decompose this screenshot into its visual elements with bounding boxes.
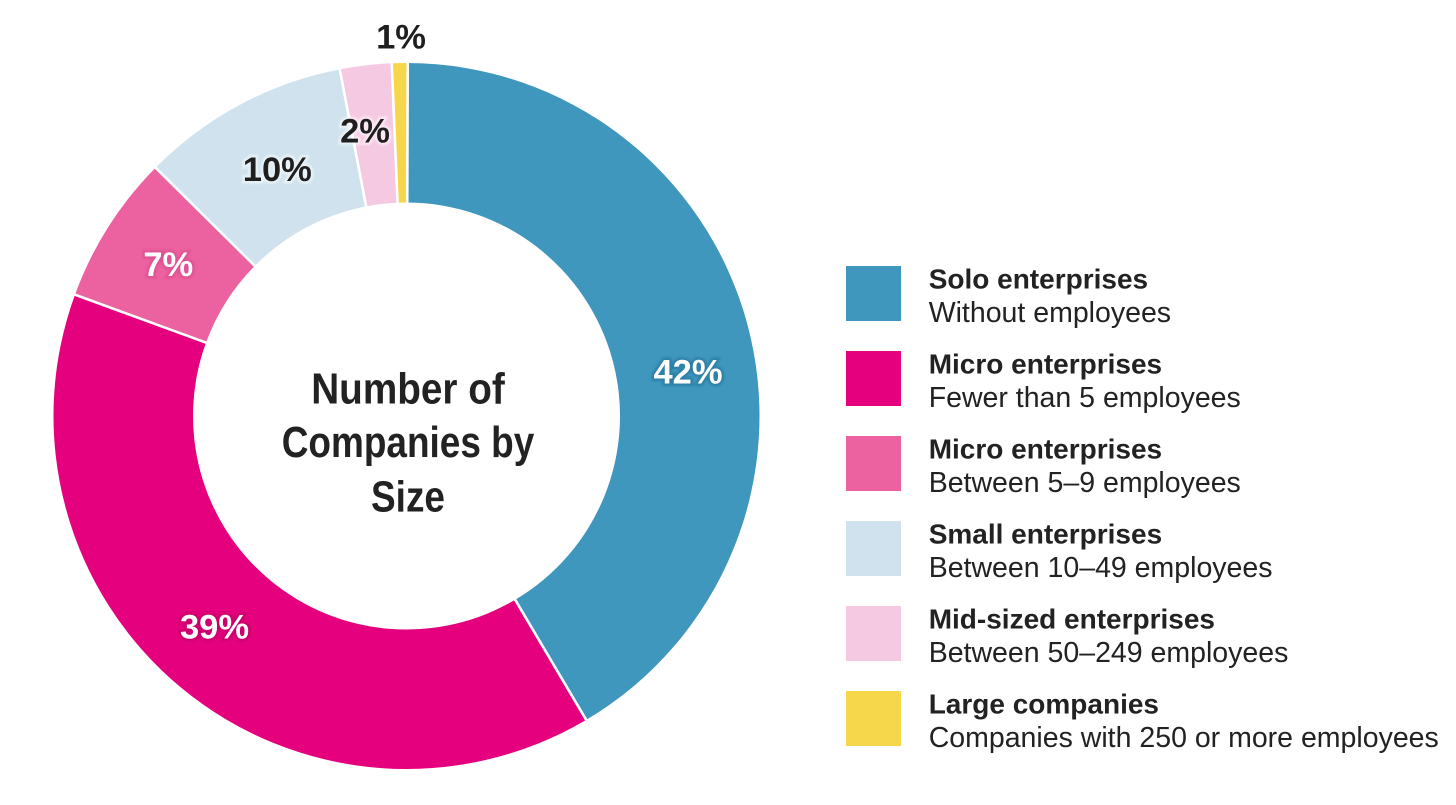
svg-text:Between 10–49 employees: Between 10–49 employees xyxy=(929,552,1273,584)
svg-text:Mid-sized enterprises: Mid-sized enterprises xyxy=(929,603,1215,634)
svg-text:39%: 39% xyxy=(180,608,249,646)
svg-text:39%: 39% xyxy=(180,608,249,646)
svg-text:Fewer than 5 employees: Fewer than 5 employees xyxy=(929,382,1241,414)
svg-text:2%: 2% xyxy=(340,113,390,151)
svg-text:1%: 1% xyxy=(376,18,426,56)
svg-text:Between 50–249 employees: Between 50–249 employees xyxy=(929,637,1289,669)
svg-text:2%: 2% xyxy=(340,113,390,151)
svg-text:Solo enterprises: Solo enterprises xyxy=(929,263,1148,294)
svg-text:Micro enterprises: Micro enterprises xyxy=(929,433,1162,464)
svg-text:Number of: Number of xyxy=(311,363,505,413)
svg-text:Companies by: Companies by xyxy=(282,417,535,467)
svg-text:Size: Size xyxy=(371,471,445,521)
svg-text:10%: 10% xyxy=(243,151,312,189)
svg-text:7%: 7% xyxy=(143,246,193,284)
svg-text:Between 5–9 employees: Between 5–9 employees xyxy=(929,467,1241,499)
svg-text:Companies with 250 or more emp: Companies with 250 or more employees xyxy=(929,722,1439,754)
svg-text:42%: 42% xyxy=(653,353,722,391)
svg-text:Large companies: Large companies xyxy=(929,688,1159,719)
svg-text:7%: 7% xyxy=(143,246,193,284)
svg-text:Micro enterprises: Micro enterprises xyxy=(929,348,1162,379)
svg-text:Small enterprises: Small enterprises xyxy=(929,518,1162,549)
svg-text:10%: 10% xyxy=(243,151,312,189)
svg-text:1%: 1% xyxy=(376,18,426,56)
svg-text:42%: 42% xyxy=(653,353,722,391)
svg-text:Without employees: Without employees xyxy=(929,297,1171,329)
